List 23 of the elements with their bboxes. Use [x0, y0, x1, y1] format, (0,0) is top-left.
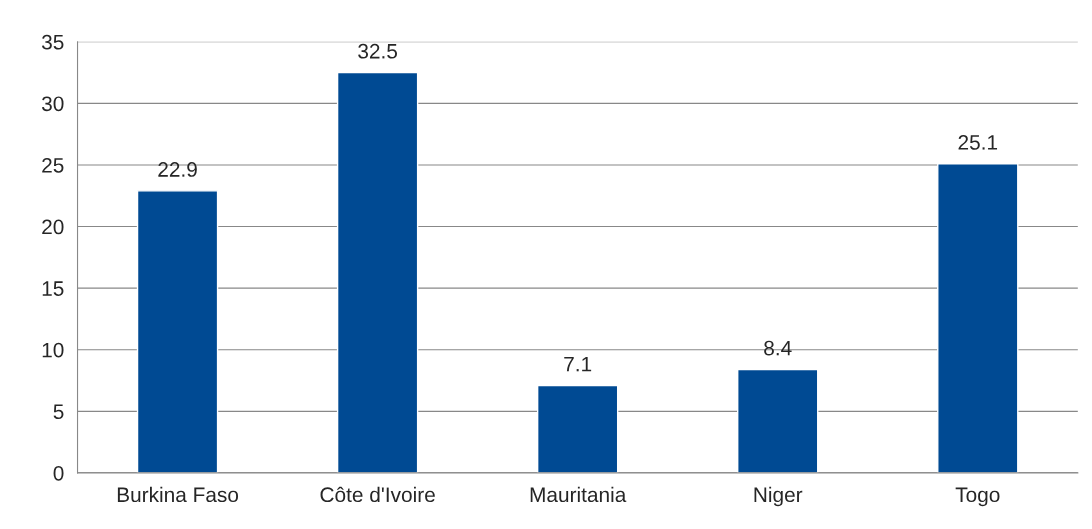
y-tick-label: 10	[42, 342, 64, 358]
y-tick-label: 25	[42, 157, 64, 173]
bar	[136, 190, 219, 473]
y-tick-label: 0	[53, 465, 64, 481]
data-label: 8.4	[764, 340, 792, 356]
bar	[737, 368, 819, 473]
x-tick-label: Mauritania	[530, 486, 627, 503]
x-tick-label: Togo	[955, 487, 1000, 507]
y-tick-label: 30	[41, 96, 64, 112]
data-label: 7.1	[564, 356, 592, 372]
data-label: 22.9	[158, 162, 197, 177]
y-tick-label: 35	[41, 34, 64, 50]
x-tick-label: Niger	[754, 486, 803, 507]
data-label: 32.5	[358, 43, 398, 59]
bar	[937, 163, 1019, 473]
bar	[536, 384, 619, 473]
bar	[336, 71, 419, 473]
y-tick-label: 20	[42, 219, 64, 235]
y-tick-label: 15	[42, 281, 64, 296]
data-label: 25.1	[958, 135, 998, 150]
y-tick-label: 5	[53, 404, 64, 420]
x-tick-label: Côte d'Ivoire	[320, 486, 435, 503]
x-tick-label: Burkina Faso	[117, 486, 239, 503]
